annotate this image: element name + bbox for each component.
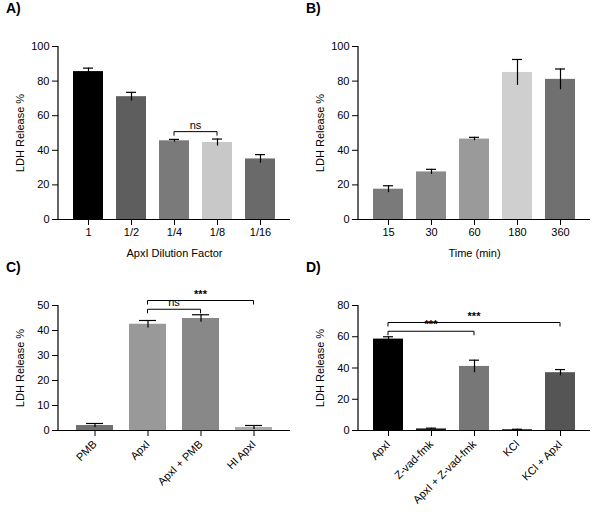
svg-text:Z-vad-fmk: Z-vad-fmk (392, 437, 436, 481)
svg-text:180: 180 (508, 226, 526, 238)
svg-text:0: 0 (343, 213, 349, 225)
svg-text:60: 60 (37, 109, 49, 121)
svg-text:LDH Release %: LDH Release % (14, 94, 26, 172)
svg-text:KCl + ApxI: KCl + ApxI (519, 438, 564, 483)
svg-text:15: 15 (382, 226, 394, 238)
svg-text:0: 0 (43, 424, 49, 436)
svg-text:HI ApxI: HI ApxI (224, 438, 258, 472)
svg-text:ApxI + Z-vad-fmk: ApxI + Z-vad-fmk (410, 437, 478, 505)
svg-text:40: 40 (37, 144, 49, 156)
svg-text:80: 80 (37, 75, 49, 87)
svg-text:0: 0 (43, 213, 49, 225)
svg-text:Time (min): Time (min) (448, 247, 500, 259)
svg-text:60: 60 (468, 226, 480, 238)
svg-text:1: 1 (85, 226, 91, 238)
svg-text:20: 20 (337, 393, 349, 405)
svg-text:20: 20 (37, 374, 49, 386)
html-text:A): A) (6, 0, 21, 16)
html-text:C): C) (6, 259, 21, 275)
svg-text:20: 20 (337, 178, 349, 190)
svg-text:10: 10 (37, 399, 49, 411)
svg-text:60: 60 (337, 330, 349, 342)
svg-text:ApxI Dilution Factor: ApxI Dilution Factor (127, 247, 223, 259)
svg-text:***: *** (468, 310, 482, 322)
svg-text:0: 0 (343, 424, 349, 436)
svg-text:40: 40 (37, 324, 49, 336)
svg-text:KCl: KCl (500, 438, 521, 459)
svg-text:80: 80 (337, 75, 349, 87)
svg-text:80: 80 (337, 299, 349, 311)
svg-text:20: 20 (37, 178, 49, 190)
svg-text:LDH Release %: LDH Release % (14, 329, 26, 407)
html-text:D): D) (306, 259, 321, 275)
svg-text:1/8: 1/8 (210, 226, 225, 238)
svg-text:100: 100 (31, 40, 49, 52)
svg-text:ns: ns (168, 296, 180, 308)
svg-text:360: 360 (551, 226, 569, 238)
svg-text:ApxI: ApxI (368, 438, 392, 462)
svg-text:LDH Release %: LDH Release % (314, 94, 326, 172)
svg-text:ApxI + PMB: ApxI + PMB (155, 438, 205, 488)
svg-text:1/16: 1/16 (250, 226, 271, 238)
svg-text:100: 100 (331, 40, 349, 52)
svg-text:LDH Release %: LDH Release % (314, 329, 326, 407)
html-text:B): B) (306, 0, 321, 16)
svg-text:30: 30 (425, 226, 437, 238)
svg-text:60: 60 (337, 109, 349, 121)
svg-text:50: 50 (37, 299, 49, 311)
svg-text:30: 30 (37, 349, 49, 361)
svg-text:ApxI: ApxI (128, 438, 152, 462)
svg-text:40: 40 (337, 144, 349, 156)
svg-text:1/2: 1/2 (124, 226, 139, 238)
svg-text:ns: ns (190, 119, 202, 131)
svg-text:40: 40 (337, 362, 349, 374)
svg-text:1/4: 1/4 (167, 226, 182, 238)
svg-text:PMB: PMB (74, 438, 99, 463)
svg-text:***: *** (194, 288, 208, 300)
svg-text:***: *** (425, 318, 439, 330)
